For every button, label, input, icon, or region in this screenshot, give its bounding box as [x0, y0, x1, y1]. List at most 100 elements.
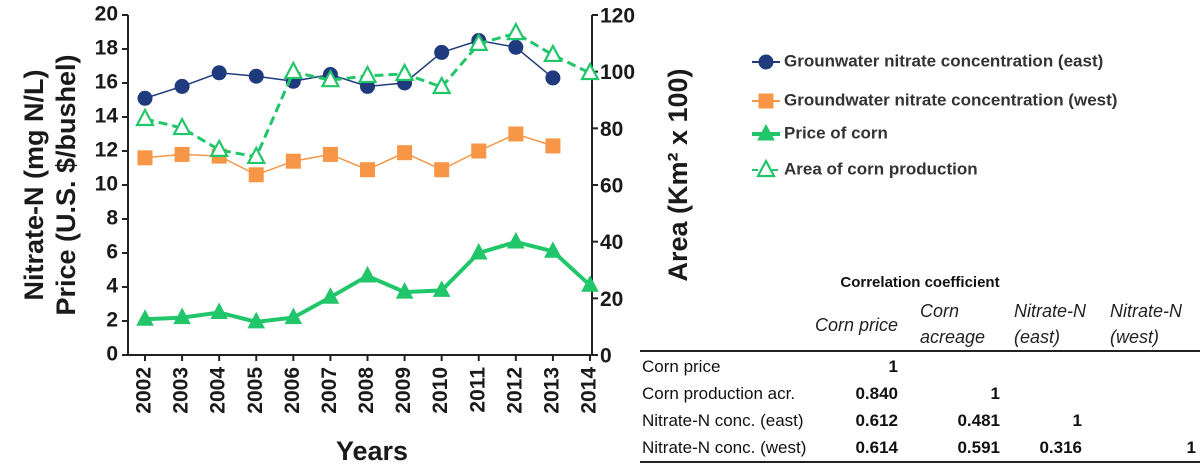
row-label: Corn production acr. [642, 384, 796, 403]
table-rule [640, 461, 1200, 463]
table-value: 0.481 [957, 411, 1000, 430]
row-label: Nitrate-N conc. (east) [642, 411, 804, 430]
x-tick-label: 2014 [578, 367, 601, 414]
table-value: 1 [990, 384, 1000, 403]
y-tick-label: 20 [95, 3, 118, 26]
data-point [434, 162, 450, 178]
data-point [508, 126, 524, 142]
data-point [394, 62, 415, 82]
data-point [173, 307, 191, 325]
y2-tick-label: 80 [600, 118, 623, 141]
legend-label: Groundwater nitrate concentration (west) [784, 90, 1117, 109]
y2-tick-label: 0 [600, 345, 612, 368]
data-point [360, 162, 375, 178]
data-point [247, 311, 266, 329]
data-point [320, 68, 341, 88]
data-point [248, 68, 264, 84]
x-tick-label: 2009 [392, 367, 415, 414]
column-header: Corn price [814, 315, 898, 335]
x-tick-label: 2003 [170, 367, 193, 414]
legend-label: Area of corn production [784, 159, 978, 178]
data-point [432, 280, 451, 297]
data-point [507, 231, 525, 249]
y-tick-label: 12 [95, 139, 118, 162]
table-value: 1 [1072, 411, 1082, 430]
y2-tick-label: 40 [600, 231, 623, 254]
data-point [210, 302, 229, 319]
data-point [431, 75, 452, 95]
data-point [434, 44, 450, 60]
data-point [174, 146, 190, 162]
y-axis-label: Price (U.S. $/bushel) [51, 54, 81, 315]
y2-tick-label: 120 [600, 5, 635, 28]
y2-tick-label: 60 [600, 175, 623, 198]
legend-label: Grounwater nitrate concentration (east) [784, 51, 1103, 70]
y-tick-label: 4 [106, 275, 118, 298]
x-tick-label: 2008 [355, 367, 378, 414]
row-label: Corn price [642, 357, 721, 376]
data-point [285, 153, 301, 169]
legend-marker [758, 93, 774, 109]
data-point [580, 61, 600, 81]
y2-tick-label: 20 [600, 288, 623, 311]
data-point [136, 309, 154, 326]
y-tick-label: 14 [95, 105, 119, 128]
data-point [545, 70, 561, 86]
y-tick-label: 8 [106, 207, 118, 230]
data-point [471, 143, 487, 159]
x-tick-label: 2010 [429, 367, 452, 414]
x-tick-label: 2007 [318, 367, 341, 414]
data-point [172, 116, 192, 136]
table-title: Correlation coefficient [840, 274, 1000, 291]
x-tick-label: 2013 [540, 367, 563, 414]
table-value: 0.591 [957, 438, 1000, 457]
y-axis-label: Nitrate-N (mg N/L) [19, 70, 49, 301]
x-tick-label: 2012 [503, 367, 526, 414]
data-point [211, 65, 227, 81]
legend-label: Price of corn [784, 123, 888, 142]
data-point [246, 145, 267, 165]
data-point [283, 60, 304, 80]
y-tick-label: 10 [95, 173, 118, 196]
data-point [137, 150, 153, 166]
data-point [508, 39, 524, 55]
data-point [135, 107, 155, 127]
y-tick-label: 2 [106, 309, 118, 332]
data-point [544, 241, 562, 258]
y-tick-label: 6 [106, 241, 118, 264]
data-point [284, 307, 303, 325]
legend-marker [756, 158, 776, 178]
column-header: Nitrate-N (west) [1110, 301, 1183, 347]
data-point [581, 275, 599, 292]
y-tick-label: 0 [106, 343, 118, 366]
x-tick-label: 2004 [207, 367, 230, 414]
data-point [469, 242, 488, 260]
y2-axis-label: Area (Km² x 100) [663, 68, 693, 281]
x-tick-label: 2011 [466, 367, 489, 413]
y-tick-label: 18 [95, 37, 119, 60]
y-tick-label: 16 [95, 71, 118, 94]
data-point [506, 21, 526, 41]
data-point [174, 78, 190, 94]
table-value: 0.612 [855, 411, 898, 430]
data-point [397, 145, 413, 161]
column-header: Corn acreage [920, 301, 986, 347]
x-axis-label: Years [336, 436, 408, 466]
data-point [357, 64, 378, 84]
table-value: 1 [888, 357, 898, 376]
legend-marker [757, 123, 775, 141]
data-point [395, 282, 414, 299]
table-value: 0.316 [1039, 438, 1082, 457]
x-tick-label: 2002 [133, 367, 156, 414]
row-label: Nitrate-N conc. (west) [642, 438, 807, 457]
legend-marker [758, 54, 774, 70]
table-value: 1 [1186, 438, 1196, 457]
table-value: 0.614 [855, 438, 898, 457]
data-point [545, 138, 561, 154]
column-header: Nitrate-N (east) [1014, 301, 1087, 347]
data-point [543, 43, 563, 63]
data-point [209, 138, 230, 157]
data-point [468, 32, 489, 52]
